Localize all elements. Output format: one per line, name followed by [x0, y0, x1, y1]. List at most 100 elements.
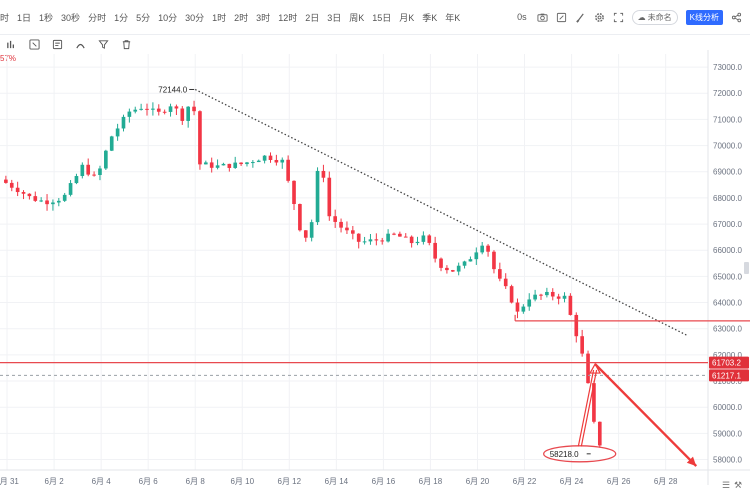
trendline: [194, 88, 688, 336]
interval-15d[interactable]: 15日: [372, 12, 392, 23]
candle: [262, 155, 267, 161]
x-tick-label: 6月 26: [607, 477, 631, 486]
y-tick-label: 69000.0: [713, 168, 742, 177]
interval-quarter[interactable]: 季K: [422, 12, 438, 23]
candle: [509, 286, 514, 303]
brush-icon[interactable]: [575, 12, 586, 23]
candle: [186, 106, 190, 121]
gear-icon[interactable]: [594, 12, 605, 23]
edit-square-icon[interactable]: [556, 12, 567, 23]
candle: [327, 177, 332, 217]
interval-3d[interactable]: 3日: [327, 12, 342, 23]
candle: [268, 155, 273, 160]
y-tick-label: 62000.0: [713, 351, 742, 360]
projection-arrow-down-head: [686, 456, 697, 467]
candle: [445, 267, 449, 271]
candle: [127, 111, 132, 117]
candle: [433, 242, 437, 259]
candle: [362, 241, 367, 243]
y-tick-label: 61000.0: [713, 377, 742, 386]
interval-hour[interactable]: 时: [0, 12, 10, 23]
template-selector[interactable]: ☁ 未命名: [631, 9, 678, 25]
k-line-analysis-button[interactable]: K线分析: [685, 9, 723, 25]
interval-5m[interactable]: 5分: [136, 12, 151, 23]
interval-3h[interactable]: 3时: [256, 12, 271, 23]
ruler-icon[interactable]: [29, 38, 40, 50]
interval-1h[interactable]: 1时: [212, 12, 227, 23]
candle: [345, 227, 349, 231]
current-price-tag-bg: [709, 369, 749, 382]
candle: [239, 162, 243, 165]
filter-icon[interactable]: [98, 39, 109, 50]
x-tick-label: 6月 4: [92, 477, 112, 486]
interval-12h[interactable]: 12时: [278, 12, 298, 23]
candle: [474, 252, 479, 260]
candle: [592, 383, 596, 422]
interval-1s[interactable]: 1秒: [39, 12, 54, 23]
candle: [462, 261, 467, 266]
interval-week[interactable]: 周K: [349, 12, 365, 23]
candle: [121, 116, 126, 129]
candle: [156, 108, 161, 112]
interval-1d[interactable]: 1日: [17, 12, 32, 23]
candle: [51, 202, 55, 205]
candle: [386, 233, 390, 242]
candle: [351, 230, 355, 234]
scrollbar-handle[interactable]: [744, 262, 749, 274]
x-tick-label: 6月 16: [372, 477, 396, 486]
interval-30m[interactable]: 30分: [185, 12, 205, 23]
candle: [139, 108, 143, 110]
candle: [245, 162, 249, 165]
y-tick-label: 60000.0: [713, 403, 742, 412]
candle: [15, 187, 20, 193]
interval-10m[interactable]: 10分: [158, 12, 178, 23]
interval-30s[interactable]: 30秒: [61, 12, 81, 23]
candle: [356, 233, 361, 242]
candle: [333, 216, 338, 222]
interval-1m[interactable]: 1分: [114, 12, 129, 23]
candle: [586, 353, 590, 384]
candle: [415, 241, 420, 244]
candle: [168, 106, 173, 112]
candle: [503, 278, 508, 287]
candle: [409, 236, 414, 244]
interval-month[interactable]: 月K: [399, 12, 415, 23]
interval-timeshare[interactable]: 分时: [88, 12, 107, 23]
projection-arrow-down: [594, 363, 698, 467]
camera-icon[interactable]: [537, 12, 548, 23]
y-tick-label: 73000.0: [713, 63, 742, 72]
candle: [527, 299, 532, 307]
y-tick-label: 58000.0: [713, 456, 742, 465]
candle: [303, 230, 308, 238]
interval-2d[interactable]: 2日: [305, 12, 320, 23]
note-icon[interactable]: [52, 39, 63, 50]
magnet-icon[interactable]: [75, 39, 86, 50]
drawing-toolbar: [0, 34, 750, 54]
candle: [68, 183, 73, 195]
indicator-percent: 57%: [0, 54, 17, 63]
candle: [21, 192, 26, 194]
x-tick-label: 6月 28: [654, 477, 678, 486]
expand-icon[interactable]: [613, 12, 624, 23]
y-tick-label: 70000.0: [713, 142, 742, 151]
candle: [4, 179, 8, 183]
trash-icon[interactable]: [121, 39, 132, 50]
x-tick-label: 6月 10: [230, 477, 254, 486]
interval-year[interactable]: 年K: [445, 12, 461, 23]
interval-selector: 时 1日 1秒 30秒 分时 1分 5分 10分 30分 1时 2时 3时 12…: [0, 0, 464, 34]
y-tick-label: 63000.0: [713, 325, 742, 334]
candle: [521, 306, 526, 312]
bars-icon[interactable]: [6, 39, 17, 50]
candle: [109, 136, 114, 151]
resistance-price-tag: 61703.2: [712, 359, 741, 368]
x-tick-label: 6月 24: [560, 477, 584, 486]
candle: [104, 150, 108, 169]
candle: [533, 294, 537, 300]
candle: [133, 109, 138, 112]
rebound-arrow-left: [577, 369, 595, 447]
candle: [151, 108, 155, 110]
share-icon[interactable]: [731, 12, 742, 23]
candle: [192, 106, 196, 112]
interval-2h[interactable]: 2时: [234, 12, 249, 23]
